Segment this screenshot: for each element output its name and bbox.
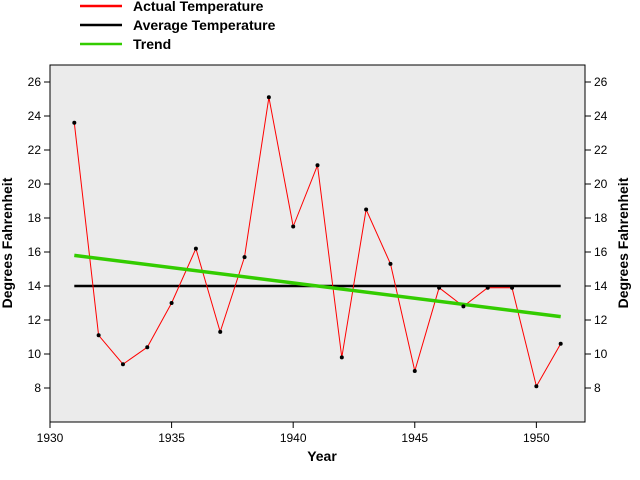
x-axis: 1930 1935 1940 1945 1950 [37, 422, 550, 445]
y-tick-right-label: 22 [594, 143, 608, 157]
y-tick-right-label: 8 [594, 381, 601, 395]
y-tick-right-label: 24 [594, 109, 608, 123]
data-point [534, 384, 539, 389]
data-point [96, 333, 101, 338]
data-point [461, 304, 466, 309]
legend-label-average: Average Temperature [133, 17, 276, 33]
y-tick-right-label: 14 [594, 279, 608, 293]
data-point [193, 246, 198, 251]
y-tick-left-label: 20 [28, 177, 42, 191]
y-tick-left-label: 22 [28, 143, 42, 157]
data-point [291, 224, 296, 229]
data-point [510, 285, 515, 290]
y-tick-left-label: 18 [28, 211, 42, 225]
data-point [266, 95, 271, 100]
y-tick-right-label: 10 [594, 347, 608, 361]
y-axis-title-left: Degrees Fahrenheit [0, 177, 15, 308]
data-point [315, 163, 320, 168]
data-point [558, 341, 563, 346]
x-tick-label: 1950 [523, 431, 550, 445]
y-tick-right-label: 12 [594, 313, 608, 327]
data-point [388, 261, 393, 266]
left-y-axis: 8 10 12 14 16 18 20 22 24 26 [28, 75, 50, 395]
data-point [364, 207, 369, 212]
data-point [72, 120, 77, 125]
y-axis-title-right: Degrees Fahrenheit [615, 177, 631, 308]
y-tick-left-label: 8 [34, 381, 41, 395]
data-point [485, 285, 490, 290]
plot-background [49, 64, 586, 423]
data-point [412, 369, 417, 373]
y-tick-right-label: 18 [594, 211, 608, 225]
y-tick-left-label: 14 [28, 279, 42, 293]
y-tick-right-label: 26 [594, 75, 608, 89]
data-point [169, 301, 174, 305]
x-axis-title: Year [307, 448, 337, 464]
legend-label-actual: Actual Temperature [133, 0, 264, 14]
right-y-axis: 8 10 12 14 16 18 20 22 24 26 [585, 75, 608, 395]
y-tick-right-label: 16 [594, 245, 608, 259]
points-layer [72, 95, 563, 389]
y-tick-right-label: 20 [594, 177, 608, 191]
x-tick-label: 1940 [280, 431, 307, 445]
x-tick-label: 1945 [401, 431, 428, 445]
y-tick-left-label: 24 [28, 109, 42, 123]
data-point [242, 255, 247, 260]
x-tick-label: 1935 [158, 431, 185, 445]
data-point [218, 329, 223, 334]
y-tick-left-label: 16 [28, 245, 42, 259]
y-tick-left-label: 10 [28, 347, 42, 361]
legend-label-trend: Trend [133, 36, 171, 52]
legend: Actual Temperature Average Temperature T… [80, 0, 276, 52]
y-tick-left-label: 26 [28, 75, 42, 89]
y-tick-left-label: 12 [28, 313, 42, 327]
x-tick-label: 1930 [37, 431, 64, 445]
data-point [437, 285, 442, 290]
data-point [145, 345, 150, 350]
data-point [120, 362, 125, 367]
data-point [339, 355, 344, 360]
series-line-trend [74, 253, 561, 319]
